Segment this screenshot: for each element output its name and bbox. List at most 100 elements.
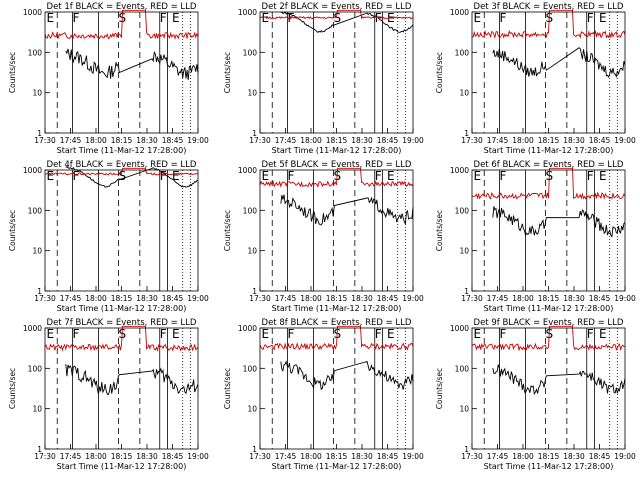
y-tick-label: 1000 [238,8,257,17]
x-tick-label: 18:00 [85,136,107,145]
x-tick-label: 18:15 [111,452,133,461]
y-tick-label: 10 [459,89,469,98]
y-tick-label: 1 [464,445,469,454]
x-tick-label: 18:45 [377,294,399,303]
series-events [65,364,199,396]
y-tick-label: 1000 [450,8,469,17]
x-tick-label: 18:00 [85,294,107,303]
y-tick-label: 10 [32,89,42,98]
phase-marker: E [599,169,607,183]
x-tick-label: 18:30 [351,294,373,303]
x-tick-label: 18:45 [162,136,184,145]
y-axis-label: Counts/sec [223,210,232,251]
phase-marker: E [599,11,607,25]
x-tick-label: 18:45 [589,294,611,303]
x-tick-label: 18:45 [377,136,399,145]
x-tick-label: 18:15 [538,452,560,461]
y-axis-label: Counts/sec [435,210,444,251]
x-tick-label: 19:00 [187,294,209,303]
y-tick-label: 10 [32,247,42,256]
x-tick-label: 18:45 [162,452,184,461]
y-tick-label: 100 [28,206,43,215]
y-tick-label: 100 [243,364,258,373]
phase-marker: F [500,327,507,341]
phase-marker: E [262,327,270,341]
phase-marker: F [160,11,167,25]
y-tick-label: 1 [37,445,42,454]
phase-marker: E [474,169,482,183]
panel-title: Det 2f BLACK = Events, RED = LLD [262,2,412,12]
y-tick-label: 1 [464,287,469,296]
x-tick-label: 19:00 [614,294,636,303]
phase-marker: F [587,169,594,183]
x-tick-label: 18:15 [538,294,560,303]
phase-marker: F [160,327,167,341]
phase-marker: F [73,327,80,341]
phase-marker: E [599,327,607,341]
y-tick-label: 100 [455,206,470,215]
panel-title: Det 7f BLACK = Events, RED = LLD [47,318,197,328]
x-tick-label: 18:30 [563,136,585,145]
y-axis-label: Counts/sec [223,52,232,93]
x-tick-label: 19:00 [614,136,636,145]
y-tick-label: 10 [32,405,42,414]
y-tick-label: 100 [455,48,470,57]
x-tick-label: 18:30 [136,136,158,145]
phase-marker: E [47,11,55,25]
series-lld [44,325,199,352]
x-tick-label: 17:30 [34,136,56,145]
x-tick-label: 18:30 [136,294,158,303]
phase-marker: E [47,327,55,341]
phase-marker: E [262,169,270,183]
x-tick-label: 18:15 [111,136,133,145]
y-tick-label: 100 [28,48,43,57]
x-tick-label: 17:30 [461,136,483,145]
phase-marker: E [47,169,55,183]
y-tick-label: 1000 [238,324,257,333]
x-tick-label: 18:30 [351,136,373,145]
x-axis-label: Start Time (11-Mar-12 17:28:00) [272,462,402,471]
x-tick-label: 17:30 [249,452,271,461]
series-lld [259,325,414,351]
series-lld [259,167,414,188]
series-events [280,194,414,226]
y-tick-label: 10 [247,405,257,414]
x-tick-label: 18:30 [563,452,585,461]
phase-marker: E [262,11,270,25]
y-tick-label: 1000 [238,166,257,175]
phase-marker: S [118,169,126,183]
x-tick-label: 17:45 [487,136,509,145]
panel-title: Det 1f BLACK = Events, RED = LLD [47,2,197,12]
x-tick-label: 18:45 [589,452,611,461]
y-tick-label: 1000 [450,166,469,175]
phase-marker: E [387,327,395,341]
series-lld [471,325,626,352]
x-tick-label: 18:45 [377,452,399,461]
series-events [492,47,626,79]
phase-marker: E [172,11,180,25]
x-tick-label: 18:00 [300,294,322,303]
x-axis-label: Start Time (11-Mar-12 17:28:00) [57,304,187,313]
y-axis-label: Counts/sec [223,368,232,409]
x-tick-label: 18:00 [300,452,322,461]
y-tick-label: 100 [28,364,43,373]
x-tick-label: 18:45 [162,294,184,303]
y-tick-label: 100 [243,206,258,215]
phase-marker: E [474,327,482,341]
phase-marker: E [387,169,395,183]
y-tick-label: 1000 [450,324,469,333]
x-axis-label: Start Time (11-Mar-12 17:28:00) [57,146,187,155]
series-events [65,166,199,188]
y-axis-label: Counts/sec [8,210,17,251]
x-tick-label: 18:00 [512,136,534,145]
panel-title: Det 6f BLACK = Events, RED = LLD [474,160,624,170]
panel-title: Det 4f BLACK = Events, RED = LLD [47,160,197,170]
series-lld [472,9,626,39]
panel-title: Det 5f BLACK = Events, RED = LLD [262,160,412,170]
